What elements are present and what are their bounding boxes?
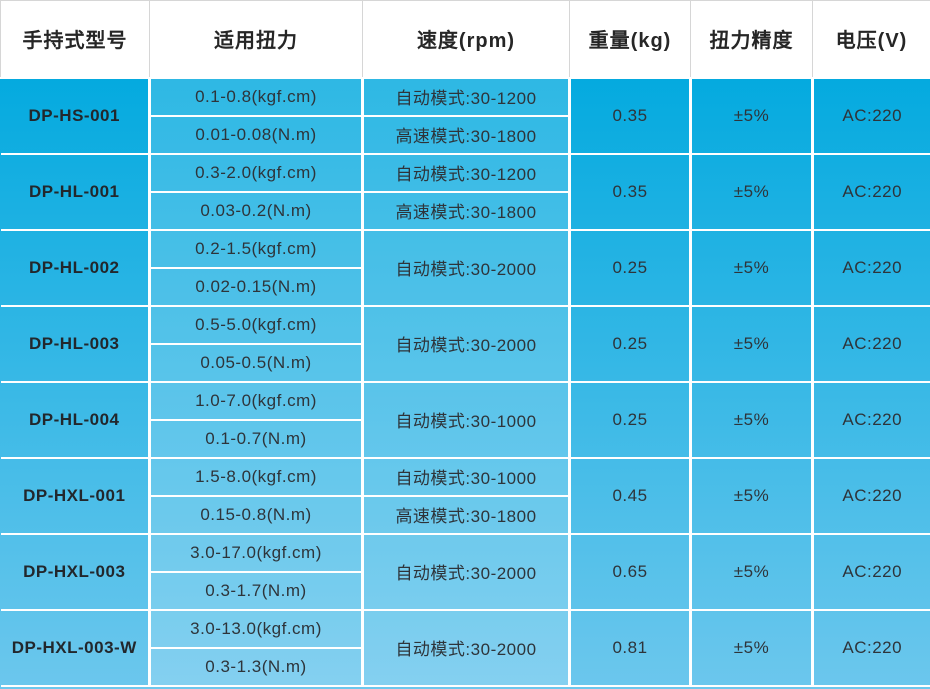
speed-cell: 自动模式:30-1000 — [361, 380, 571, 459]
accuracy-cell: ±5% — [689, 228, 814, 307]
table-row: DP-HS-001 0.1-0.8(kgf.cm) 自动模式:30-1200 0.35… — [0, 76, 930, 155]
col-header-model: 手持式型号 — [0, 0, 150, 78]
torque-nm-cell: 0.05-0.5(N.m) — [148, 342, 364, 383]
accuracy-cell: ±5% — [689, 608, 814, 687]
speed-cell: 自动模式:30-2000 — [361, 532, 571, 611]
table-subrow: 0.02-0.15(N.m) — [1, 266, 930, 307]
table-row: DP-HL-002 0.2-1.5(kgf.cm) 自动模式:30-2000 0.25… — [0, 228, 930, 307]
weight-cell: 0.25 — [568, 304, 692, 383]
model-cell: DP-HXL-003 — [0, 532, 151, 611]
table-body: DP-HS-001 0.1-0.8(kgf.cm) 自动模式:30-1200 0.35… — [0, 76, 930, 687]
table-subrow: 0.03-0.2(N.m) 高速模式:30-1800 — [1, 190, 930, 231]
weight-cell: 0.81 — [568, 608, 692, 687]
torque-kgfcm-cell: 0.5-5.0(kgf.cm) — [148, 304, 364, 345]
table-row: DP-HL-004 1.0-7.0(kgf.cm) 自动模式:30-1000 0.25… — [0, 380, 930, 459]
weight-cell: 0.25 — [568, 228, 692, 307]
accuracy-cell: ±5% — [689, 76, 814, 155]
torque-kgfcm-cell: 0.1-0.8(kgf.cm) — [148, 76, 364, 117]
torque-nm-cell: 0.01-0.08(N.m) — [148, 114, 364, 155]
table-subrow: 0.05-0.5(N.m) — [1, 342, 930, 383]
speed-cell: 自动模式:30-2000 — [361, 608, 571, 687]
speed-high-cell: 高速模式:30-1800 — [361, 114, 571, 155]
accuracy-cell: ±5% — [689, 152, 814, 231]
weight-cell: 0.35 — [568, 76, 692, 155]
voltage-cell: AC:220 — [811, 380, 930, 459]
col-header-speed: 速度(rpm) — [362, 0, 570, 78]
model-cell: DP-HXL-003-W — [0, 608, 151, 687]
model-cell: DP-HL-003 — [0, 304, 151, 383]
voltage-cell: AC:220 — [811, 608, 930, 687]
table-row: DP-HXL-003 3.0-17.0(kgf.cm) 自动模式:30-2000 0.… — [0, 532, 930, 611]
col-header-weight: 重量(kg) — [569, 0, 691, 78]
torque-kgfcm-cell: 1.5-8.0(kgf.cm) — [148, 456, 364, 497]
model-cell: DP-HL-001 — [0, 152, 151, 231]
accuracy-cell: ±5% — [689, 456, 814, 535]
table-row: DP-HL-001 0.3-2.0(kgf.cm) 自动模式:30-1200 0.35… — [0, 152, 930, 231]
torque-nm-cell: 0.15-0.8(N.m) — [148, 494, 364, 535]
torque-nm-cell: 0.1-0.7(N.m) — [148, 418, 364, 459]
table-subrow: 0.3-1.7(N.m) — [1, 570, 930, 611]
torque-nm-cell: 0.03-0.2(N.m) — [148, 190, 364, 231]
weight-cell: 0.25 — [568, 380, 692, 459]
torque-kgfcm-cell: 1.0-7.0(kgf.cm) — [148, 380, 364, 421]
speed-auto-cell: 自动模式:30-1200 — [361, 152, 571, 193]
torque-kgfcm-cell: 0.3-2.0(kgf.cm) — [148, 152, 364, 193]
table-row: DP-HL-003 0.5-5.0(kgf.cm) 自动模式:30-2000 0.25… — [0, 304, 930, 383]
header-row: 手持式型号 适用扭力 速度(rpm) 重量(kg) 扭力精度 电压(V) — [0, 0, 930, 78]
voltage-cell: AC:220 — [811, 76, 930, 155]
col-header-accuracy: 扭力精度 — [690, 0, 813, 78]
speed-auto-cell: 自动模式:30-1200 — [361, 76, 571, 117]
torque-kgfcm-cell: 3.0-13.0(kgf.cm) — [148, 608, 364, 649]
weight-cell: 0.45 — [568, 456, 692, 535]
model-cell: DP-HL-002 — [0, 228, 151, 307]
model-cell: DP-HXL-001 — [0, 456, 151, 535]
weight-cell: 0.65 — [568, 532, 692, 611]
speed-high-cell: 高速模式:30-1800 — [361, 190, 571, 231]
accuracy-cell: ±5% — [689, 532, 814, 611]
table-row: DP-HXL-001 1.5-8.0(kgf.cm) 自动模式:30-1000 0.4… — [0, 456, 930, 535]
speed-cell: 自动模式:30-2000 — [361, 228, 571, 307]
speed-high-cell: 高速模式:30-1800 — [361, 494, 571, 535]
table-subrow: 0.1-0.7(N.m) — [1, 418, 930, 459]
torque-nm-cell: 0.3-1.3(N.m) — [148, 646, 364, 687]
model-cell: DP-HS-001 — [0, 76, 151, 155]
col-header-voltage: 电压(V) — [812, 0, 930, 78]
speed-cell: 自动模式:30-2000 — [361, 304, 571, 383]
voltage-cell: AC:220 — [811, 228, 930, 307]
voltage-cell: AC:220 — [811, 304, 930, 383]
weight-cell: 0.35 — [568, 152, 692, 231]
torque-nm-cell: 0.3-1.7(N.m) — [148, 570, 364, 611]
voltage-cell: AC:220 — [811, 456, 930, 535]
torque-kgfcm-cell: 0.2-1.5(kgf.cm) — [148, 228, 364, 269]
torque-nm-cell: 0.02-0.15(N.m) — [148, 266, 364, 307]
table-subrow: 0.15-0.8(N.m) 高速模式:30-1800 — [1, 494, 930, 535]
speed-auto-cell: 自动模式:30-1000 — [361, 456, 571, 497]
accuracy-cell: ±5% — [689, 304, 814, 383]
table-header: 手持式型号 适用扭力 速度(rpm) 重量(kg) 扭力精度 电压(V) — [0, 0, 930, 78]
col-header-torque: 适用扭力 — [149, 0, 363, 78]
torque-kgfcm-cell: 3.0-17.0(kgf.cm) — [148, 532, 364, 573]
table-row: DP-HXL-003-W 3.0-13.0(kgf.cm) 自动模式:30-2000… — [0, 608, 930, 687]
voltage-cell: AC:220 — [811, 152, 930, 231]
accuracy-cell: ±5% — [689, 380, 814, 459]
model-cell: DP-HL-004 — [0, 380, 151, 459]
table-subrow: 0.3-1.3(N.m) — [1, 646, 930, 687]
voltage-cell: AC:220 — [811, 532, 930, 611]
table-subrow: 0.01-0.08(N.m) 高速模式:30-1800 — [1, 114, 930, 155]
